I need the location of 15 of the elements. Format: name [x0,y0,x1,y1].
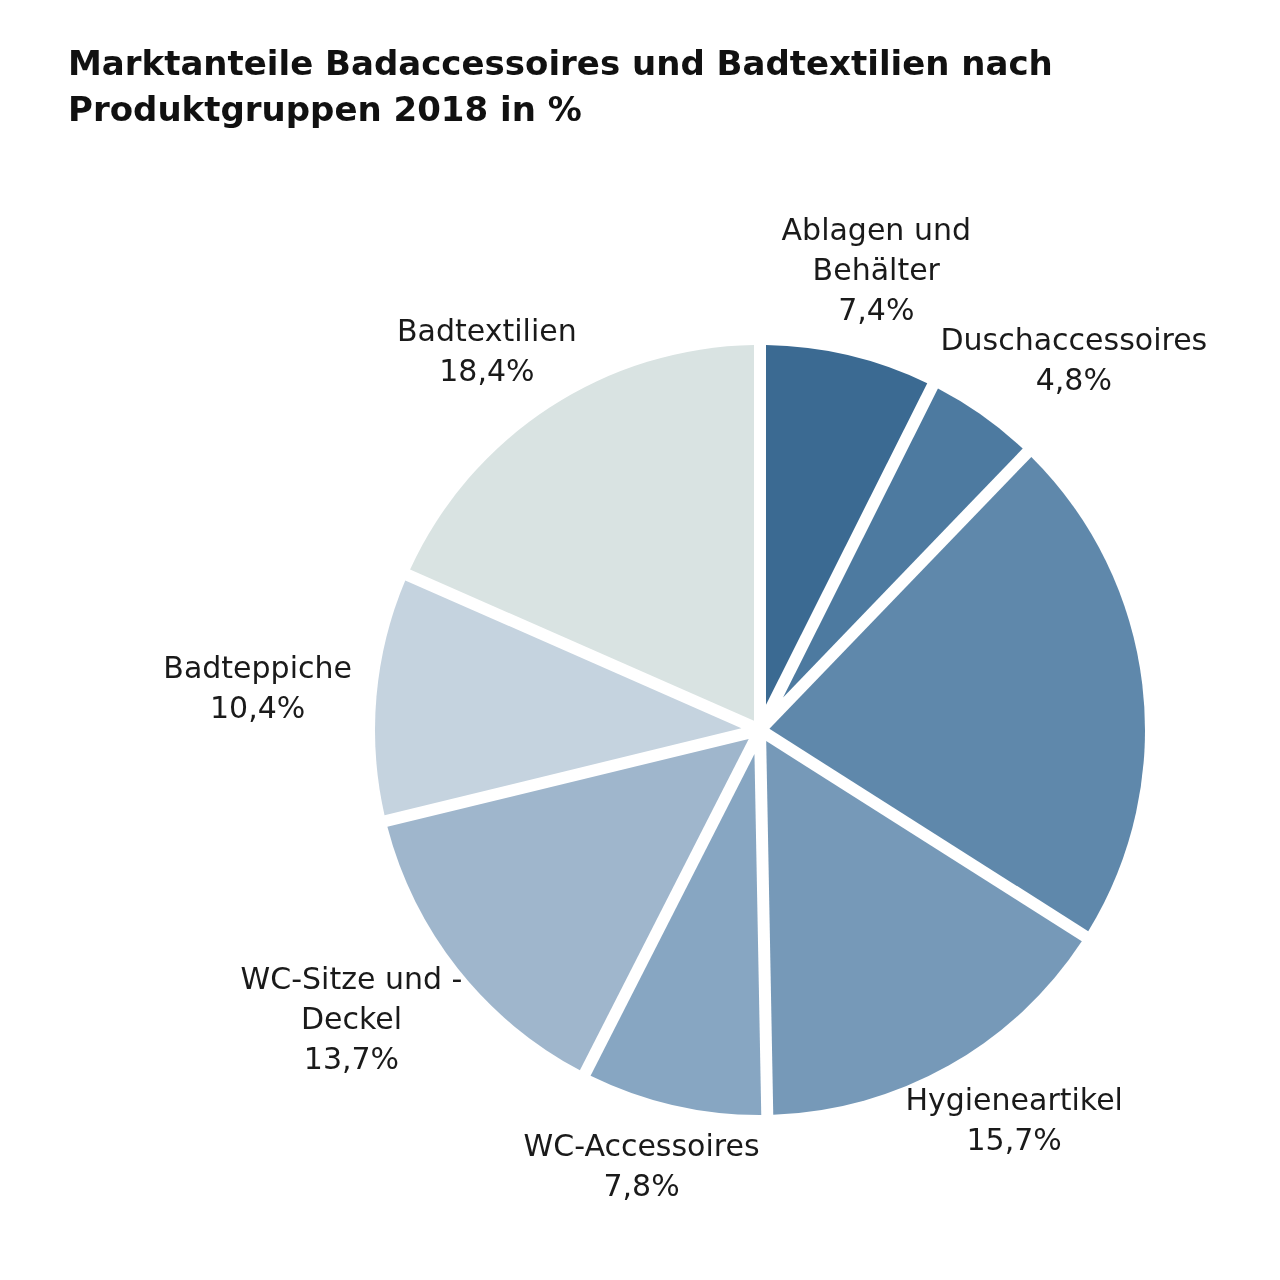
slice-label: Badteppiche [163,650,352,686]
data-label: 13,7% [303,1041,400,1077]
slice-label: Duschaccessoires [940,322,1208,358]
data-label: 15,7% [966,1122,1062,1158]
chart-title: Marktanteile Badaccessoires und Badtextilien nach Produktgruppen 2018 in % [68,42,1054,131]
slice-label: Hygieneartikel [905,1082,1123,1118]
data-label: 7,4% [838,292,915,328]
slice-label: Badtextilien [397,312,577,348]
slice-label: WC-Accessoires [523,1128,760,1164]
data-label: 7,8% [603,1168,680,1204]
data-label: 4,8% [1035,362,1112,398]
slice-label: WC-Sitze und -Deckel [240,961,463,1037]
data-label: 10,4% [209,690,306,726]
slice-label: Ablagen und Behälter [781,212,971,288]
data-label: 18,4% [439,352,535,388]
